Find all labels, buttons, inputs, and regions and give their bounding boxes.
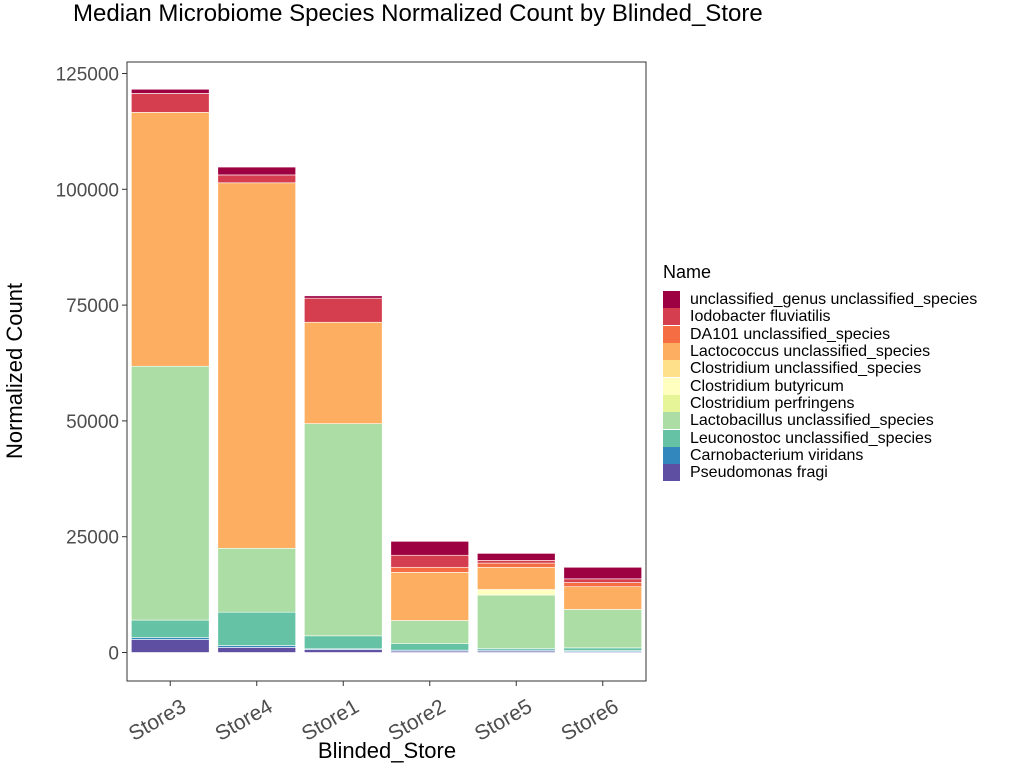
- legend-label: Carnobacterium viridans: [690, 446, 864, 464]
- bar-segment: [304, 321, 383, 424]
- bar-segment: [131, 88, 210, 94]
- legend-label: Clostridium butyricum: [690, 377, 844, 395]
- chart-title: Median Microbiome Species Normalized Cou…: [73, 0, 763, 27]
- bar-segment: [217, 647, 296, 653]
- legend-label: Clostridium perfringens: [690, 394, 855, 412]
- bar-segment: [304, 635, 383, 650]
- bar-segment: [563, 609, 642, 649]
- legend-label: Leuconostoc unclassified_species: [690, 429, 932, 447]
- legend-item: Carnobacterium viridans: [663, 446, 977, 464]
- bar-segment: [390, 572, 469, 621]
- legend-item: Lactococcus unclassified_species: [663, 343, 977, 361]
- bar-segment: [563, 578, 642, 583]
- y-tick-label: 75000: [66, 296, 119, 317]
- legend-label: DA101 unclassified_species: [690, 325, 891, 343]
- bar-segment: [563, 582, 642, 588]
- bar-segment: [563, 566, 642, 580]
- legend-item: Clostridium unclassified_species: [663, 360, 977, 378]
- legend-item: Lactobacillus unclassified_species: [663, 412, 977, 430]
- x-tick-label: Store4: [211, 695, 276, 746]
- bar-segment: [217, 174, 296, 184]
- bar-segment: [390, 554, 469, 568]
- legend-label: Lactobacillus unclassified_species: [690, 412, 934, 430]
- plot-panel-border: [126, 61, 647, 682]
- legend-swatch: [663, 343, 680, 361]
- bar-segment: [390, 620, 469, 644]
- bar-segment: [563, 647, 642, 651]
- x-tick-label: Store5: [471, 695, 536, 746]
- legend-item: Leuconostoc unclassified_species: [663, 429, 977, 447]
- legend-item: Clostridium butyricum: [663, 377, 977, 395]
- bar-segment: [477, 553, 556, 561]
- bar-segment: [131, 112, 210, 367]
- legend-item: Clostridium perfringens: [663, 394, 977, 412]
- bar-segment: [131, 639, 210, 653]
- legend-swatch: [663, 308, 680, 326]
- bar-segment: [304, 297, 383, 323]
- bar-segment: [131, 93, 210, 113]
- bar-segment: [477, 594, 556, 649]
- bar-segment: [477, 589, 556, 596]
- y-axis: 0 25000 50000 75000 100000 125000: [56, 65, 127, 665]
- legend-item: DA101 unclassified_species: [663, 325, 977, 343]
- bar-segment: [131, 619, 210, 638]
- bar-segment: [390, 643, 469, 651]
- bar-segment: [217, 611, 296, 646]
- legend-item: unclassified_genus unclassified_species: [663, 291, 978, 309]
- bar-segment: [304, 295, 383, 299]
- y-tick-label: 0: [108, 644, 119, 665]
- legend-title: Name: [663, 262, 712, 282]
- legend-swatch: [663, 446, 680, 464]
- legend-swatch: [663, 291, 680, 309]
- legend-label: unclassified_genus unclassified_species: [690, 291, 978, 309]
- bar-segment: [217, 166, 296, 176]
- y-axis-title: Normalized Count: [2, 283, 27, 459]
- x-tick-label: Store3: [125, 695, 190, 746]
- legend: Name unclassified_genus unclassified_spe…: [663, 262, 978, 482]
- legend-items: unclassified_genus unclassified_species I…: [663, 291, 978, 482]
- y-tick-label: 50000: [66, 412, 119, 433]
- bar-segment: [477, 566, 556, 590]
- bar-segment: [131, 365, 210, 621]
- legend-swatch: [663, 464, 680, 482]
- y-tick-label: 100000: [56, 180, 119, 201]
- legend-label: Pseudomonas fragi: [690, 464, 828, 482]
- bar-segment: [390, 541, 469, 556]
- y-tick-label: 125000: [56, 65, 119, 86]
- legend-item: Pseudomonas fragi: [663, 464, 977, 482]
- legend-swatch: [663, 429, 680, 447]
- bar-segment: [304, 423, 383, 637]
- legend-label: Iodobacter fluviatilis: [690, 308, 831, 326]
- legend-label: Clostridium unclassified_species: [690, 360, 922, 378]
- legend-item: Iodobacter fluviatilis: [663, 308, 977, 326]
- bar-segment: [390, 566, 469, 573]
- x-axis: Store3 Store4 Store1 Store2 Store5 Store6: [125, 681, 622, 746]
- x-tick-label: Store6: [557, 695, 622, 746]
- legend-swatch: [663, 325, 680, 343]
- bar-segment: [217, 182, 296, 549]
- bar-segment: [304, 649, 383, 653]
- bar-segment: [563, 586, 642, 610]
- bar-segment: [477, 562, 556, 568]
- legend-swatch: [663, 377, 680, 395]
- bar-segment: [217, 547, 296, 613]
- x-axis-title: Blinded_Store: [318, 738, 456, 763]
- bar-segment: [477, 560, 556, 564]
- legend-swatch: [663, 412, 680, 430]
- y-tick-label: 25000: [66, 528, 119, 549]
- legend-swatch: [663, 394, 680, 412]
- legend-swatch: [663, 360, 680, 378]
- legend-label: Lactococcus unclassified_species: [690, 343, 931, 361]
- bars-layer: [131, 88, 642, 653]
